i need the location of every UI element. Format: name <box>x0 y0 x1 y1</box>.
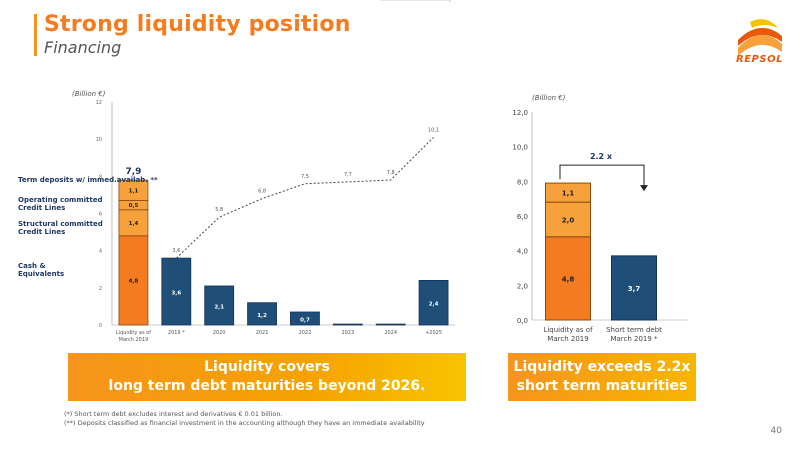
liquidity-total-label: 7,9 <box>125 167 141 177</box>
left-x-label: 2019 * <box>168 330 185 336</box>
maturity-bar-label: 2,4 <box>429 302 439 308</box>
cumulative-line: 3,6 5,8 6,8 7,5 7,7 7,8 10,1 <box>172 127 439 259</box>
banner-right-line2: short term maturities <box>516 378 688 394</box>
stack-segment-label: 1,4 <box>129 221 139 227</box>
banner-right-line1: Liquidity exceeds 2.2x <box>513 359 691 375</box>
ratio-annotation-group: 2.2 x <box>559 152 648 192</box>
left-x-label: 2020 <box>213 330 226 336</box>
right-x-label: Liquidity as of March 2019 <box>543 326 593 343</box>
maturity-bar <box>418 279 449 326</box>
legend-term-deposits: Term deposits w/ immed.availab. ** <box>18 176 158 184</box>
left-x-label: +2025 <box>425 330 442 336</box>
legend-structural-lines: Structural committed Credit Lines <box>18 220 103 236</box>
left-x-label: 2024 <box>384 330 397 336</box>
cumulative-point-label: 6,8 <box>258 189 266 195</box>
right-chart: (Billion €) 0,0 2,0 4,0 6,0 8,0 10,0 12,0 4,8 2… <box>512 94 688 343</box>
page-title: Strong liquidity position <box>44 12 351 37</box>
legend-cash: Cash & Equivalents <box>18 262 65 278</box>
left-y-axis: 0 2 4 6 8 10 12 <box>96 100 455 329</box>
legend-operating-lines: Operating committed Credit Lines <box>18 196 103 212</box>
cumulative-point-label: 10,1 <box>428 127 439 133</box>
right-stack-label: 4,8 <box>562 275 575 283</box>
left-y-tick: 0 <box>99 323 102 329</box>
liquidity-stack-segment <box>118 179 149 201</box>
right-bars: 4,8 2,0 1,1 3,7 <box>545 182 657 321</box>
right-stack-segment <box>545 182 591 203</box>
maturity-bar <box>375 323 406 326</box>
corner-decoration <box>380 0 451 2</box>
right-y-tick: 12,0 <box>512 109 528 117</box>
cumulative-point-label: 7,8 <box>387 170 395 176</box>
maturity-bar <box>290 311 320 326</box>
stack-segment-label: 0,5 <box>129 203 139 209</box>
banner-liquidity-exceeds: Liquidity exceeds 2.2x short term maturi… <box>508 353 696 401</box>
left-x-label: 2022 <box>299 330 312 336</box>
right-y-tick: 0,0 <box>517 317 528 325</box>
right-y-tick: 8,0 <box>517 178 528 186</box>
maturity-bar-label: 1,2 <box>257 313 267 319</box>
cumulative-line-path <box>175 136 434 259</box>
maturity-bar <box>204 285 235 326</box>
liquidity-stack-segment <box>118 235 149 326</box>
banner-left-line2: long term debt maturities beyond 2026. <box>108 378 426 394</box>
title-accent-line <box>34 14 37 56</box>
left-x-labels: Liquidity as of March 2019 2019 * 2020 2021 2… <box>116 330 442 343</box>
maturity-bar <box>332 323 363 326</box>
left-y-tick: 12 <box>96 100 102 106</box>
right-x-labels: Liquidity as of March 2019 Short term debt… <box>543 326 662 343</box>
right-y-axis: 0,0 2,0 4,0 6,0 8,0 10,0 12,0 <box>512 109 688 325</box>
left-x-label: 2023 <box>341 330 354 336</box>
left-y-tick: 6 <box>99 212 102 218</box>
logo-text: REPSOL <box>736 54 783 65</box>
stack-segment-label: 4,8 <box>129 278 139 284</box>
right-unit-label: (Billion €) <box>532 94 566 102</box>
ratio-arrow-head <box>640 185 648 192</box>
short-term-debt-label: 3,7 <box>628 285 641 293</box>
left-y-tick: 10 <box>96 137 102 143</box>
left-bars: 4,8 1,4 0,5 1,1 7,9 3,6 2,1 1,2 0,7 2,4 <box>118 167 449 326</box>
left-y-tick: 8 <box>99 174 102 180</box>
page-subtitle: Financing <box>44 38 122 57</box>
right-x-label: Short term debt March 2019 * <box>606 326 662 343</box>
right-y-tick: 2,0 <box>517 282 528 290</box>
cumulative-point-label: 5,8 <box>215 207 223 213</box>
right-stack-label: 1,1 <box>562 190 575 198</box>
footnote-2: (**) Deposits classified as financial in… <box>64 419 425 427</box>
ratio-annotation: 2.2 x <box>590 152 613 161</box>
left-y-tick: 2 <box>99 286 102 292</box>
repsol-logo-icon <box>738 19 782 56</box>
left-x-label: 2021 <box>256 330 269 336</box>
right-y-tick: 6,0 <box>517 213 528 221</box>
page-number: 40 <box>770 426 782 436</box>
left-unit-label: (Billion €) <box>72 90 106 98</box>
maturity-bar-label: 0,7 <box>300 317 310 323</box>
banner-left-line1: Liquidity covers <box>204 359 330 375</box>
maturity-bar-label: 2,1 <box>214 304 224 310</box>
maturity-bar-label: 3,6 <box>171 291 181 297</box>
ratio-bracket <box>559 164 645 188</box>
maturity-bar <box>247 302 277 326</box>
right-stack-segment <box>545 236 591 321</box>
left-x-label: Liquidity as of March 2019 <box>116 330 151 343</box>
maturity-bar <box>161 257 192 326</box>
right-stack-label: 2,0 <box>562 216 575 224</box>
liquidity-stack-segment <box>118 209 149 237</box>
cumulative-point-label: 7,5 <box>301 174 309 180</box>
footnote-1: (*) Short term debt excludes interest an… <box>64 410 283 418</box>
short-term-debt-bar <box>611 255 657 321</box>
right-y-tick: 4,0 <box>517 248 528 256</box>
banner-liquidity-covers: Liquidity covers long term debt maturiti… <box>68 353 466 401</box>
stack-segment-label: 1,1 <box>129 188 139 194</box>
cumulative-point-label: 7,7 <box>344 172 352 178</box>
right-y-tick: 10,0 <box>512 144 528 152</box>
left-chart: (Billion €) 0 2 4 6 8 10 12 4,8 1,4 0,5 1,1 7,9 3,6… <box>72 90 455 343</box>
cumulative-point-label: 3,6 <box>172 248 180 254</box>
left-y-tick: 4 <box>99 249 102 255</box>
